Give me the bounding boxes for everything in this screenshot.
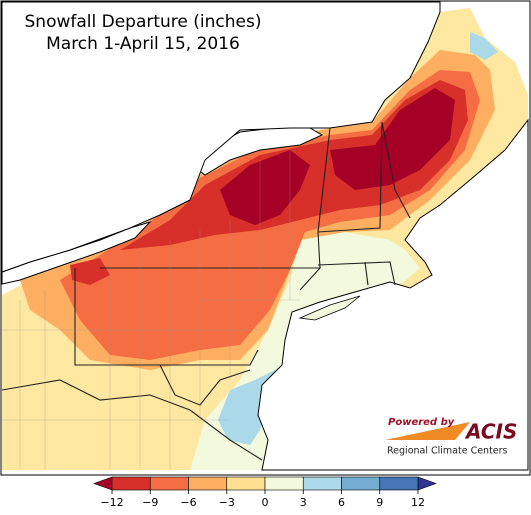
- canada: [1, 1, 441, 273]
- county-borders: [2, 150, 300, 470]
- state-border: [1, 379, 263, 461]
- ocean: [257, 118, 529, 471]
- legend-tick-label: −9: [142, 496, 158, 509]
- legend-tick-label: 12: [411, 496, 425, 509]
- legend-arrow: [93, 476, 113, 491]
- logo-swoosh: [385, 422, 470, 440]
- legend-tick-label: 6: [338, 496, 345, 509]
- legend-swatch: [111, 476, 151, 491]
- above-normal-zone: [470, 32, 498, 60]
- legend-swatch: [264, 476, 304, 491]
- far-below-normal-zone: [70, 258, 110, 285]
- legend-arrow: [417, 476, 437, 491]
- extreme-below-zone: [330, 88, 455, 190]
- above-normal-zone: [218, 370, 275, 445]
- legend-swatch: [302, 476, 342, 491]
- legend-swatch: [188, 476, 228, 491]
- map-subtitle: March 1-April 15, 2016: [46, 34, 240, 54]
- logo-subtitle: Regional Climate Centers: [387, 446, 508, 457]
- map: [1, 1, 529, 471]
- legend-tick-label: 0: [262, 496, 269, 509]
- legend-swatch: [226, 476, 266, 491]
- map-title: Snowfall Departure (inches): [25, 12, 262, 32]
- extreme-below-zone: [220, 150, 310, 225]
- state-border: [381, 121, 411, 219]
- legend-tick-label: 3: [300, 496, 307, 509]
- logo-name: ACIS: [464, 420, 517, 444]
- logo: Powered by ACIS Regional Climate Centers: [380, 412, 517, 460]
- legend-swatch: [149, 476, 189, 491]
- state-border: [74, 268, 259, 366]
- state-border: [317, 121, 383, 233]
- legend-tick-label: −12: [100, 496, 123, 509]
- color-legend: −12 −9 −6 −3 0 3 6 9 12: [93, 476, 437, 509]
- legend-tick-label: −6: [180, 496, 196, 509]
- legend-swatch: [379, 476, 419, 491]
- legend-tick-label: −3: [219, 496, 235, 509]
- legend-tick-label: 9: [376, 496, 383, 509]
- legend-swatch: [341, 476, 381, 491]
- state-border: [364, 261, 369, 286]
- state-border: [317, 261, 396, 286]
- long-island: [298, 295, 361, 321]
- logo-tagline: Powered by: [388, 417, 455, 428]
